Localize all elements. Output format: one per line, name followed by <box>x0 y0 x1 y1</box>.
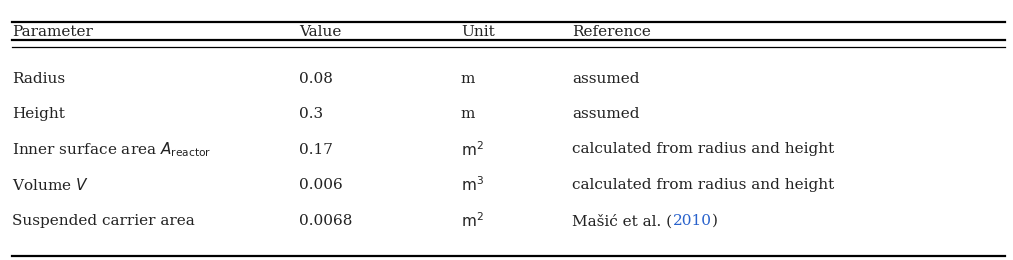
Text: $\mathrm{m}^{2}$: $\mathrm{m}^{2}$ <box>461 140 483 159</box>
Text: calculated from radius and height: calculated from radius and height <box>572 178 835 192</box>
Text: Mašić et al. (: Mašić et al. ( <box>572 214 673 228</box>
Text: assumed: assumed <box>572 72 640 86</box>
Text: Radius: Radius <box>12 72 65 86</box>
Text: 0.006: 0.006 <box>299 178 342 192</box>
Text: Unit: Unit <box>461 25 494 40</box>
Text: 0.17: 0.17 <box>299 142 332 157</box>
Text: Value: Value <box>299 25 341 40</box>
Text: Parameter: Parameter <box>12 25 93 40</box>
Text: Inner surface area $\mathit{A}_{\mathrm{reactor}}$: Inner surface area $\mathit{A}_{\mathrm{… <box>12 140 212 159</box>
Text: ): ) <box>711 214 717 228</box>
Text: $\mathrm{m}^{2}$: $\mathrm{m}^{2}$ <box>461 212 483 230</box>
Text: Volume $\mathit{V}$: Volume $\mathit{V}$ <box>12 177 89 193</box>
Text: 0.08: 0.08 <box>299 72 332 86</box>
Text: calculated from radius and height: calculated from radius and height <box>572 142 835 157</box>
Text: $\mathrm{m}^{3}$: $\mathrm{m}^{3}$ <box>461 175 484 194</box>
Text: 2010: 2010 <box>673 214 711 228</box>
Text: 0.3: 0.3 <box>299 107 323 121</box>
Text: m: m <box>461 72 475 86</box>
Text: Reference: Reference <box>572 25 651 40</box>
Text: assumed: assumed <box>572 107 640 121</box>
Text: 0.0068: 0.0068 <box>299 214 353 228</box>
Text: Height: Height <box>12 107 65 121</box>
Text: Suspended carrier area: Suspended carrier area <box>12 214 194 228</box>
Text: m: m <box>461 107 475 121</box>
